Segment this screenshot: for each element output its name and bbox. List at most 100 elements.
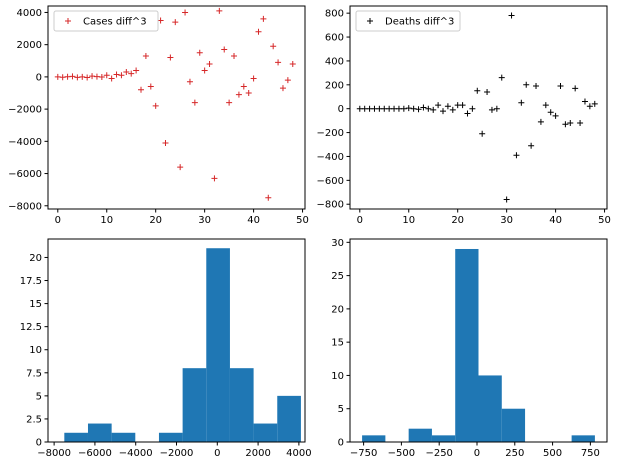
data-point	[469, 105, 476, 112]
data-point	[113, 71, 120, 78]
y-tick-label: 400	[325, 56, 344, 67]
x-tick-label: 0	[214, 448, 220, 459]
data-point	[211, 175, 218, 182]
data-point	[201, 67, 208, 74]
data-point	[275, 59, 282, 66]
data-point	[147, 83, 154, 90]
data-point	[498, 74, 505, 81]
data-point	[118, 72, 125, 79]
y-tick-label: −400	[317, 152, 344, 163]
x-tick-label: 20	[451, 215, 464, 226]
x-tick-label: 0	[474, 448, 480, 459]
data-point	[250, 75, 257, 82]
data-point	[552, 112, 559, 119]
data-point	[265, 194, 272, 201]
data-point	[231, 52, 238, 59]
data-point	[84, 74, 91, 81]
y-tick-label: 7.5	[26, 368, 42, 379]
x-tick-label: 50	[598, 215, 611, 226]
cases-histogram: −8000 −6000 −4000 −2000 0 2000 4000 0 2.5 5 7.5 10 1…	[20, 238, 312, 459]
histogram-bar	[277, 395, 301, 442]
x-tick-label: −250	[425, 448, 452, 459]
data-point	[449, 106, 456, 113]
data-point	[547, 109, 554, 116]
x-tick-label: 20	[149, 215, 162, 226]
axes-frame	[349, 5, 608, 210]
x-tick-label: −8000	[37, 448, 71, 459]
axes-frame	[47, 238, 306, 443]
histogram-bar	[501, 408, 526, 442]
histogram-bar	[571, 435, 595, 442]
data-point	[577, 120, 584, 127]
data-point	[425, 105, 432, 112]
x-tick-label: 0	[55, 215, 61, 226]
data-point	[557, 83, 564, 90]
data-point	[255, 28, 262, 35]
data-point	[484, 88, 491, 95]
x-tick-label: 0	[357, 215, 363, 226]
data-point	[191, 99, 198, 106]
y-tick-label: −200	[317, 128, 344, 139]
data-point	[537, 118, 544, 125]
y-tick-label: 2000	[17, 40, 42, 51]
data-point	[196, 49, 203, 56]
y-tick-label: 0	[36, 438, 42, 449]
data-point	[279, 85, 286, 92]
data-point	[420, 104, 427, 111]
data-point	[260, 15, 267, 22]
data-point	[528, 142, 535, 149]
x-tick-label: 10	[100, 215, 113, 226]
legend-box	[355, 10, 461, 32]
data-point	[216, 7, 223, 14]
x-tick-label: 4000	[286, 448, 311, 459]
y-tick-label: −6000	[8, 169, 42, 180]
y-tick-label: 4000	[17, 8, 42, 19]
cases-scatter-plot: 0 10 20 30 40 50 −8000 −6000 −4000 −2000 0 2000 4000…	[8, 5, 309, 226]
data-point	[221, 46, 228, 53]
data-point	[98, 74, 105, 81]
histogram-bar	[111, 432, 136, 442]
data-point	[410, 105, 417, 112]
data-point	[152, 102, 159, 109]
x-tick-label: 30	[198, 215, 211, 226]
legend-label: Cases diff^3	[83, 17, 147, 28]
data-point	[415, 106, 422, 113]
x-tick-label: 10	[402, 215, 415, 226]
x-tick-label: −2000	[160, 448, 194, 459]
y-tick-label: 30	[331, 238, 344, 249]
data-point	[400, 105, 407, 112]
data-point	[172, 19, 179, 26]
y-tick-label: 20	[29, 253, 42, 264]
data-point	[79, 73, 86, 80]
y-tick-label: −800	[317, 200, 344, 211]
data-point	[284, 77, 291, 84]
x-tick-label: −500	[388, 448, 415, 459]
histogram-bar	[206, 248, 230, 442]
data-point	[245, 90, 252, 96]
data-point	[567, 120, 574, 127]
data-point	[444, 103, 451, 110]
data-point	[133, 67, 140, 74]
data-point	[405, 105, 412, 112]
y-tick-label: 800	[325, 9, 344, 20]
x-tick-label: −4000	[119, 448, 153, 459]
histogram-bar	[64, 432, 88, 442]
y-tick-label: 10	[29, 345, 42, 356]
data-point	[562, 121, 569, 128]
data-point	[503, 196, 510, 203]
data-point	[591, 100, 598, 107]
data-point	[430, 106, 437, 113]
axes-frame	[349, 238, 608, 443]
y-tick-label: 20	[331, 304, 344, 315]
data-point	[157, 17, 164, 24]
data-point	[479, 130, 486, 137]
x-tick-label: 500	[543, 448, 562, 459]
data-point	[581, 98, 588, 105]
y-tick-label: −8000	[8, 201, 42, 212]
data-point	[464, 110, 471, 117]
x-tick-label: 50	[296, 215, 309, 226]
y-tick-label: −4000	[8, 137, 42, 148]
x-tick-label: 40	[247, 215, 260, 226]
histogram-bar	[182, 368, 207, 442]
